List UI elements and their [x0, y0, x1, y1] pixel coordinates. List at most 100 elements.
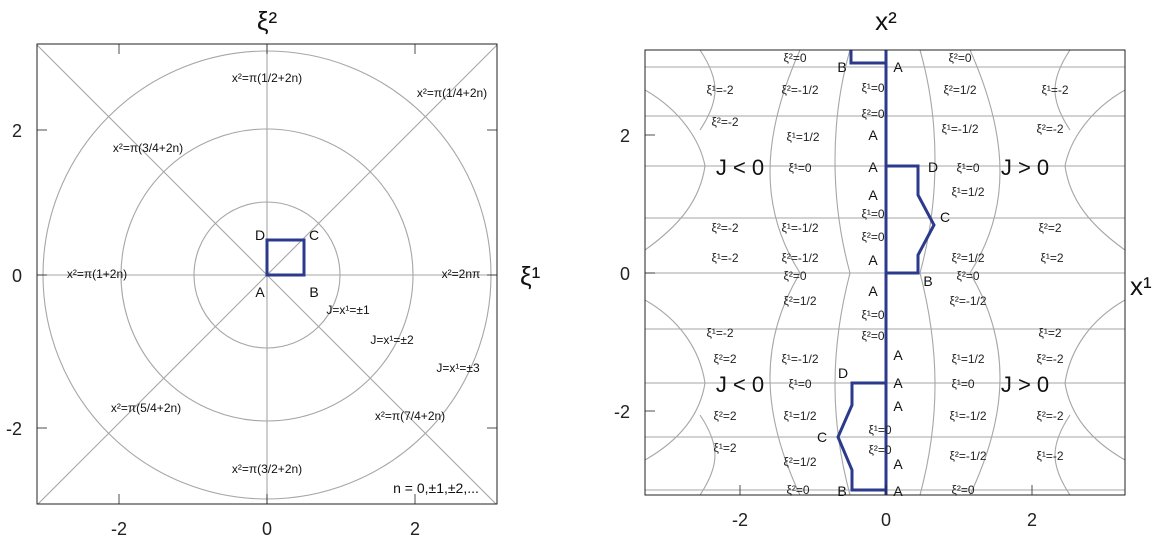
- xi-label: ξ¹=-2: [1036, 449, 1063, 463]
- xi-label: ξ²=-1/2: [781, 83, 818, 97]
- right-xtick-0: 0: [881, 510, 891, 530]
- xi-label: ξ¹=-1/2: [949, 409, 986, 423]
- right-label-a-6: A: [893, 347, 903, 363]
- note-pi-3half: x²=π(3/2+2n): [232, 462, 302, 476]
- xi-label: ξ¹=0: [861, 81, 884, 95]
- left-panel: -2 0 2 2 0 -2 ξ² ξ¹ x²=π(1/2+2n) x²=π(1/…: [6, 6, 541, 539]
- right-label-b-bottom: B: [837, 483, 846, 499]
- xi-label: ξ²=-1/2: [949, 294, 986, 308]
- right-frame: [644, 49, 1126, 496]
- xi-label: ξ¹=1/2: [951, 352, 984, 366]
- right-label-a-9: A: [893, 456, 903, 472]
- right-label-a-3: A: [868, 187, 878, 203]
- right-label-a-5: A: [868, 283, 878, 299]
- xi-label: ξ²=1/2: [783, 455, 816, 469]
- xi-label: ξ²=0: [868, 443, 891, 457]
- xi-label: ξ²=0: [783, 269, 806, 283]
- left-corner-a: A: [255, 284, 265, 300]
- right-path-upper-right: [886, 164, 936, 275]
- right-label-a-10: A: [893, 483, 903, 499]
- right-ytick-2: 2: [620, 126, 630, 146]
- xi-label: ξ²=1/2: [943, 83, 976, 97]
- region-right-bottom: J > 0: [1001, 372, 1049, 397]
- right-label-a-8: A: [893, 398, 903, 414]
- note-pi-3quarter: x²=π(3/4+2n): [113, 141, 183, 155]
- xi-label: ξ²=1/2: [951, 251, 984, 265]
- xi-label: ξ²=-2: [711, 115, 738, 129]
- xi-label: ξ²=0: [948, 51, 971, 65]
- left-x-axis-label: ξ¹: [520, 261, 541, 291]
- xi-label: ξ¹=2: [1040, 251, 1063, 265]
- left-xtick-0: 0: [262, 519, 272, 539]
- right-label-a-2: A: [868, 159, 878, 175]
- right-xtick-m2: -2: [732, 510, 748, 530]
- region-left-top: J < 0: [716, 155, 764, 180]
- xi-label: ξ²=0: [861, 329, 884, 343]
- xi-label: ξ²=0: [861, 230, 884, 244]
- note-n-values: n = 0,±1,±2,...: [393, 480, 479, 496]
- xi-label: ξ¹=0: [956, 161, 979, 175]
- right-ytick-m2: -2: [614, 402, 630, 422]
- xi-label: ξ²=0: [786, 483, 809, 497]
- right-label-a-7: A: [893, 375, 903, 391]
- left-ytick-0: 0: [12, 266, 22, 286]
- xi-label: ξ¹=2: [713, 441, 736, 455]
- xi-label: ξ¹=0: [861, 308, 884, 322]
- note-pi-one: x²=π(1+2n): [67, 267, 127, 281]
- xi-label: ξ²=-2: [1036, 352, 1063, 366]
- xi-label: ξ²=2: [713, 409, 736, 423]
- right-label-a-1: A: [868, 127, 878, 143]
- right-xtick-2: 2: [1027, 510, 1037, 530]
- xi-label: ξ¹=0: [788, 377, 811, 391]
- xi-label: ξ²=2: [713, 352, 736, 366]
- note-j1: J=x¹=±1: [326, 303, 370, 317]
- left-corner-c: C: [309, 227, 319, 243]
- left-y-axis-label: ξ²: [257, 6, 278, 36]
- note-2npi: x²=2nπ: [442, 267, 481, 281]
- left-corner-b: B: [309, 284, 318, 300]
- right-path-lower-left: [836, 381, 886, 492]
- xi-label: ξ²=-2: [1036, 409, 1063, 423]
- right-label-a-top: A: [893, 59, 903, 75]
- right-panel: -2 0 2 2 0 -2 x² x¹ J < 0 J > 0 J < 0 J …: [614, 6, 1152, 530]
- xi-label: ξ¹=-2: [706, 326, 733, 340]
- right-label-b-mid: B: [923, 273, 932, 289]
- note-pi-5quarter: x²=π(5/4+2n): [111, 401, 181, 415]
- right-label-d-top: D: [928, 159, 938, 175]
- xi-label: ξ¹=1/2: [783, 409, 816, 423]
- xi-label: ξ²=0: [783, 51, 806, 65]
- xi-label: ξ¹=0: [951, 377, 974, 391]
- right-y-axis-label: x²: [875, 6, 897, 36]
- right-ytick-0: 0: [620, 264, 630, 284]
- left-xtick-2: 2: [410, 519, 420, 539]
- left-corner-d: D: [255, 227, 265, 243]
- xi-label: ξ¹=-2: [706, 83, 733, 97]
- xi-label: ξ²=-2: [1036, 122, 1063, 136]
- note-pi-quarter: x²=π(1/4+2n): [417, 86, 487, 100]
- xi-label: ξ²=-2: [711, 221, 738, 235]
- left-ytick-2: 2: [12, 121, 22, 141]
- note-j2: J=x¹=±2: [370, 333, 414, 347]
- left-ytick-m2: -2: [6, 419, 22, 439]
- xi-label: ξ¹=2: [1038, 326, 1061, 340]
- right-label-d-bottom: D: [838, 365, 848, 381]
- xi-label: ξ¹=0: [861, 207, 884, 221]
- xi-label: ξ¹=1/2: [951, 185, 984, 199]
- xi-label: ξ¹=0: [788, 161, 811, 175]
- xi-label: ξ¹=0: [868, 423, 891, 437]
- xi-label: ξ¹=-1/2: [781, 221, 818, 235]
- left-xtick-m2: -2: [111, 519, 127, 539]
- right-label-c-bottom: C: [817, 429, 827, 445]
- xi-label: ξ²=0: [956, 269, 979, 283]
- note-pi-7quarter: x²=π(7/4+2n): [375, 409, 445, 423]
- right-x-axis-label: x¹: [1130, 271, 1152, 301]
- xi-label: ξ²=-1/2: [949, 449, 986, 463]
- xi-label: ξ²=-1/2: [781, 251, 818, 265]
- xi-label: ξ¹=-1/2: [941, 122, 978, 136]
- right-label-c-top: C: [940, 209, 950, 225]
- xi-label: ξ²=0: [861, 107, 884, 121]
- right-label-b-top: B: [837, 59, 846, 75]
- right-path-top-left: [849, 50, 886, 65]
- note-j3: J=x¹=±3: [436, 361, 480, 375]
